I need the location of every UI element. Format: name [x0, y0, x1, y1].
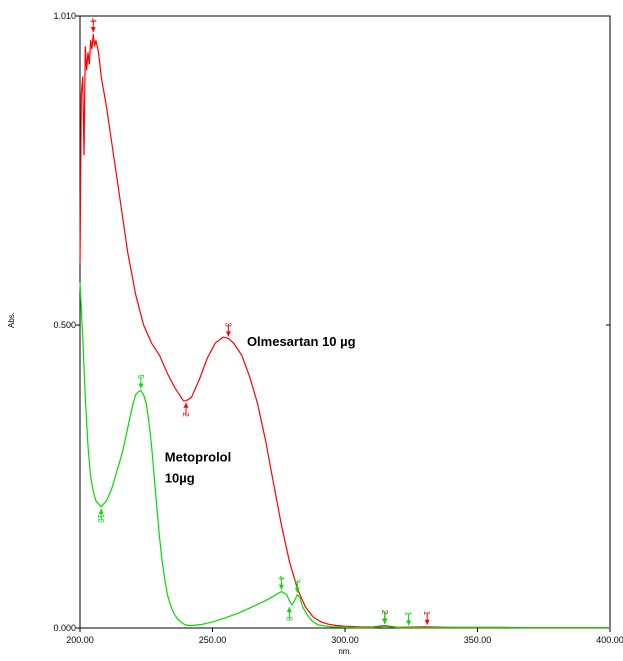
peak-marker-arrow	[90, 27, 96, 33]
peak-marker-arrow	[225, 331, 231, 337]
peak-label: 1	[404, 611, 413, 616]
peak-label: 5	[136, 374, 145, 379]
peak-label: 10	[96, 514, 105, 523]
peak-label: 4	[276, 576, 285, 581]
x-tick-label: 250.00	[199, 635, 227, 645]
peak-marker-arrow	[278, 584, 284, 590]
peak-label: 1	[422, 611, 431, 616]
peak-marker-arrow	[286, 606, 292, 612]
series-line-1	[79, 282, 610, 629]
peak-label: 3	[223, 322, 232, 327]
peak-marker-arrow	[424, 619, 430, 625]
axis-ticks: 200.00 250.00 300.00 350.00 400.00 0.000 0.500…	[53, 11, 623, 645]
annotation-label: Olmesartan 10 µg	[247, 334, 356, 349]
y-tick-label: 1.010	[53, 11, 76, 21]
peak-marker-arrow	[406, 620, 412, 626]
x-tick-label: 300.00	[331, 635, 359, 645]
x-tick-label: 350.00	[464, 635, 492, 645]
peak-label: 2	[181, 412, 190, 417]
y-tick-label: 0.000	[53, 623, 76, 633]
y-axis-title: Abs.	[7, 312, 16, 328]
peak-label: 3	[292, 579, 301, 584]
x-tick-label: 200.00	[66, 635, 94, 645]
peak-marker-arrow	[138, 383, 144, 389]
annotations: Olmesartan 10 µg Metoprolol 10µg	[165, 334, 356, 485]
x-tick-label: 400.00	[596, 635, 623, 645]
peak-label: 4	[88, 18, 97, 23]
series-layer	[79, 34, 610, 629]
peak-marker-arrow	[294, 587, 300, 593]
peak-label: 2	[380, 610, 389, 615]
peak-marker-arrow	[382, 619, 388, 625]
peak-marker-arrow	[98, 508, 104, 514]
peak-label: 8	[284, 617, 293, 622]
annotation-label: Metoprolol	[165, 449, 231, 464]
annotation-label: 10µg	[165, 471, 195, 486]
peak-marker-arrow	[183, 402, 189, 408]
peak-label: 2	[380, 610, 389, 615]
x-axis-title: nm.	[338, 647, 351, 656]
y-tick-label: 0.500	[53, 320, 76, 330]
